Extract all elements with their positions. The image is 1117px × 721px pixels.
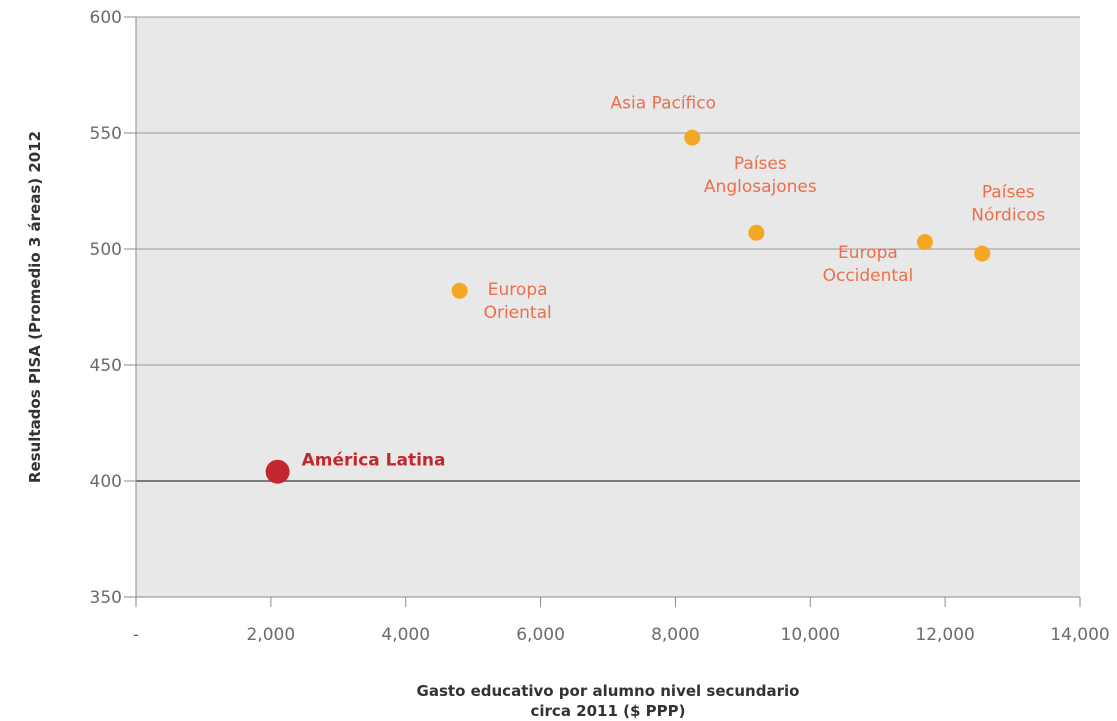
x-axis-title-line-2: circa 2011 ($ PPP) xyxy=(531,702,686,720)
gridlines xyxy=(136,16,1080,482)
x-tick-label: - xyxy=(133,625,139,645)
data-point xyxy=(451,282,468,299)
point-label: América Latina xyxy=(302,451,446,471)
data-point xyxy=(265,459,290,484)
y-tick-label: 600 xyxy=(90,8,122,28)
data-point xyxy=(974,245,991,262)
point-labels: América Latina Europa Oriental Asia Pacífic… xyxy=(302,94,1046,471)
y-axis-title: Resultados PISA (Promedio 3 áreas) 2012 xyxy=(26,131,44,483)
point-label: Asia Pacífico xyxy=(611,94,716,114)
point-label: Países Nórdicos xyxy=(971,183,1045,226)
x-tick-label: 14,000 xyxy=(1050,625,1109,645)
y-tick-label: 550 xyxy=(90,124,122,144)
data-point xyxy=(684,129,701,146)
point-label: Europa Occidental xyxy=(823,243,914,286)
y-tick-label: 350 xyxy=(90,588,122,608)
axes xyxy=(124,16,1081,607)
data-points xyxy=(265,129,991,484)
x-tick-label: 6,000 xyxy=(516,625,565,645)
x-tick-label: 10,000 xyxy=(781,625,840,645)
x-tick-labels: - 2,000 4,000 6,000 8,000 10,000 12,000 14,000 xyxy=(133,625,1110,645)
point-label: Europa Oriental xyxy=(484,280,552,323)
y-tick-label: 450 xyxy=(90,356,122,376)
data-point xyxy=(916,234,933,251)
y-tick-label: 500 xyxy=(90,240,122,260)
plot-background xyxy=(136,17,1080,597)
x-tick-label: 12,000 xyxy=(915,625,974,645)
point-label: Países Anglosajones xyxy=(704,154,817,197)
x-tick-label: 4,000 xyxy=(381,625,430,645)
x-tick-label: 2,000 xyxy=(247,625,296,645)
y-tick-label: 400 xyxy=(90,472,122,492)
x-axis-title-line-1: Gasto educativo por alumno nivel secunda… xyxy=(417,682,800,700)
data-point xyxy=(748,224,765,241)
x-tick-label: 8,000 xyxy=(651,625,700,645)
y-tick-labels: 350 400 450 500 550 600 xyxy=(90,8,122,608)
